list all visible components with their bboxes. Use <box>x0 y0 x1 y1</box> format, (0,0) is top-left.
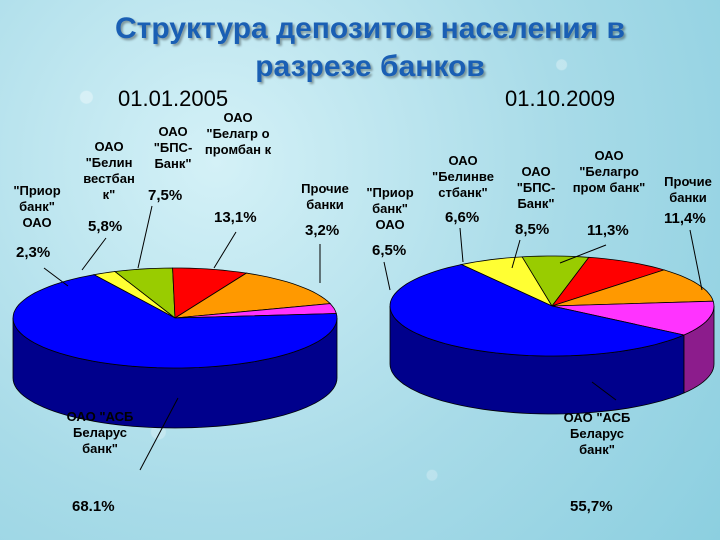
pct-asb-2009: 55,7% <box>570 498 613 515</box>
pie-slice-other-2009 <box>551 300 715 336</box>
label-prior-2005: "Приор банк" ОАО <box>13 183 61 230</box>
pie-2009 <box>389 255 715 415</box>
chart-date-2005: 01.01.2005 <box>118 86 229 111</box>
pie-2005 <box>12 267 338 429</box>
pct-belinvest-2005: 5,8% <box>88 218 123 235</box>
pie-slice-asb-2009 <box>389 264 686 357</box>
label-bps-2005: ОАО "БПС-Банк" <box>153 124 193 171</box>
pie-slice-belagro-2005 <box>174 272 332 319</box>
pct-bps-2009: 8,5% <box>515 221 550 238</box>
pct-belagro-2009: 11,3% <box>587 222 629 239</box>
label-asb-2005: ОАО "АСБ Беларус банк" <box>66 409 134 456</box>
leader-line <box>139 397 179 471</box>
leader-line <box>213 231 237 269</box>
pct-bps-2005: 7,5% <box>148 187 183 204</box>
label-asb-2009: ОАО "АСБ Беларус банк" <box>563 410 631 457</box>
leader-line <box>591 381 617 401</box>
pie-slice-belinvest-2005 <box>113 267 176 319</box>
leader-line <box>81 237 107 271</box>
pct-prior-2005: 2,3% <box>16 244 51 261</box>
leader-line <box>43 267 69 287</box>
pct-other-2005: 3,2% <box>305 222 340 239</box>
pie-slice-bps-2009 <box>550 256 666 307</box>
chart-date-2009: 01.10.2009 <box>505 86 616 111</box>
leader-line <box>459 227 464 263</box>
pct-asb-2005: 68.1% <box>72 498 115 515</box>
leader-lines <box>43 205 703 471</box>
leader-line <box>137 205 153 269</box>
label-other-2009: Прочие банки <box>664 174 712 205</box>
label-belagro-2009: ОАО "Белагро пром банк" <box>572 148 646 195</box>
pct-belinvest-2009: 6,6% <box>445 209 480 226</box>
pie-slice-asb-2005 <box>12 274 338 369</box>
label-belinvest-2005: ОАО "Белин вестбан к" <box>83 139 135 202</box>
label-belagro-2005: ОАО "Белагр о промбан к <box>204 110 272 157</box>
leader-line <box>511 239 521 269</box>
pie-slice-bps-2005 <box>172 267 248 319</box>
leader-line <box>689 229 703 291</box>
pct-other-2009: 11,4% <box>664 210 706 227</box>
label-other-2005: Прочие банки <box>301 181 349 212</box>
pie-slice-belagro-2009 <box>551 269 714 307</box>
label-belinvest-2009: ОАО "Белинве стбанк" <box>432 153 494 200</box>
page-title: Структура депозитов населения в разрезе … <box>115 12 625 83</box>
leader-line <box>559 244 607 264</box>
label-prior-2009: "Приор банк" ОАО <box>366 185 414 232</box>
leader-line <box>383 261 391 291</box>
pct-prior-2009: 6,5% <box>372 242 407 259</box>
label-bps-2009: ОАО "БПС-Банк" <box>516 164 556 211</box>
pct-belagro-2005: 13,1% <box>214 209 257 226</box>
pie-slice-belinvest-2009 <box>521 255 590 307</box>
